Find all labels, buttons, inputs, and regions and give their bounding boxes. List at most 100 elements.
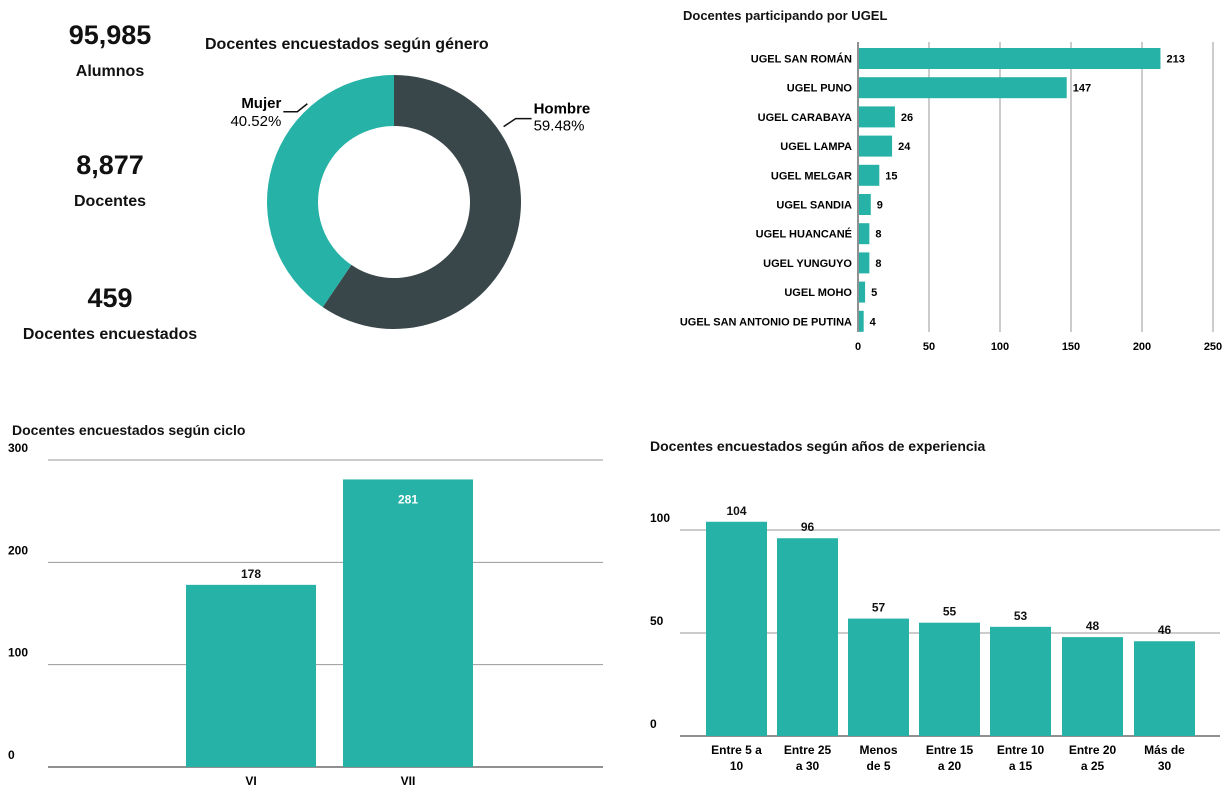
bar <box>859 164 880 186</box>
data-label: 53 <box>1014 609 1028 623</box>
data-label: 5 <box>871 287 877 299</box>
gender-chart-title: Docentes encuestados según género <box>205 36 489 53</box>
category-label: Entre 5 a <box>711 743 762 757</box>
x-tick-label: 50 <box>923 341 935 353</box>
category-label: VI <box>245 774 256 788</box>
ciclo-chart-title: Docentes encuestados según ciclo <box>12 422 246 438</box>
label-leader-hombre <box>503 117 532 128</box>
data-label: 104 <box>726 504 746 518</box>
bar <box>859 135 893 157</box>
data-label: 15 <box>885 170 897 182</box>
kpi-label: Docentes <box>73 193 147 210</box>
kpi-docentes-encuestados: 459 Docentes encuestados <box>0 283 220 344</box>
data-label: 178 <box>241 567 261 581</box>
category-label: 10 <box>730 759 744 773</box>
category-label: Más de <box>1144 743 1185 757</box>
data-label: 48 <box>1086 619 1100 633</box>
data-label: 26 <box>901 112 913 124</box>
category-label: UGEL CARABAYA <box>758 112 852 124</box>
donut-slice-hombre <box>322 75 521 329</box>
category-label: UGEL SAN ANTONIO DE PUTINA <box>680 316 852 328</box>
slice-label-mujer: Mujer <box>241 95 281 112</box>
category-label: UGEL MELGAR <box>771 170 852 182</box>
bar <box>848 618 909 736</box>
bar <box>777 538 838 736</box>
kpi-value: 459 <box>87 283 133 313</box>
data-label: 281 <box>398 492 418 506</box>
x-tick-label: 100 <box>991 341 1009 353</box>
y-tick-label: 100 <box>8 646 28 660</box>
kpi-value: 95,985 <box>68 20 152 50</box>
x-tick-label: 200 <box>1133 341 1151 353</box>
category-label: UGEL YUNGUYO <box>763 258 852 270</box>
category-label: UGEL MOHO <box>784 287 852 299</box>
slice-value-hombre: 59.48% <box>534 118 585 135</box>
slice-label-hombre: Hombre <box>534 101 591 118</box>
data-label: 96 <box>801 520 815 534</box>
y-tick-label: 0 <box>8 748 15 762</box>
y-tick-label: 100 <box>650 511 670 525</box>
category-label: a 15 <box>1009 759 1033 773</box>
category-label: Entre 25 <box>784 743 832 757</box>
data-label: 57 <box>872 601 886 615</box>
x-tick-label: 250 <box>1204 341 1222 353</box>
category-label: UGEL PUNO <box>787 83 853 95</box>
category-label: a 25 <box>1081 759 1105 773</box>
category-label: VII <box>401 774 416 788</box>
category-label: Entre 10 <box>997 743 1045 757</box>
bar <box>859 106 895 128</box>
category-label: a 30 <box>796 759 820 773</box>
experiencia-bar-chart: 0 50 100 104 Entre 5 a 10 96 Entre 25 a 30 57 Meno… <box>650 504 1220 773</box>
bar <box>343 479 473 767</box>
bar <box>990 626 1051 736</box>
data-label: 46 <box>1158 623 1172 637</box>
bar <box>919 622 980 736</box>
bar <box>706 521 767 736</box>
ugel-bar-chart: 0 50 100 150 200 250 UGEL SAN ROMÁN 213 UGEL PUN… <box>680 42 1222 353</box>
data-label: 213 <box>1166 54 1184 66</box>
bar <box>186 584 316 767</box>
category-label: de 5 <box>866 759 890 773</box>
category-label: UGEL SAN ROMÁN <box>751 53 852 66</box>
y-tick-label: 0 <box>650 717 657 731</box>
data-label: 9 <box>877 200 883 212</box>
kpi-value: 8,877 <box>76 150 144 180</box>
y-tick-label: 50 <box>650 614 664 628</box>
x-tick-label: 150 <box>1062 341 1080 353</box>
data-label: 8 <box>875 258 881 270</box>
category-label: Entre 20 <box>1069 743 1117 757</box>
data-label: 147 <box>1073 83 1091 95</box>
category-label: Entre 15 <box>926 743 974 757</box>
data-label: 8 <box>875 229 881 241</box>
bar <box>859 223 870 245</box>
bar <box>859 77 1067 99</box>
x-tick-label: 0 <box>855 341 861 353</box>
ugel-chart-title: Docentes participando por UGEL <box>683 8 888 23</box>
y-tick-label: 200 <box>8 543 28 557</box>
category-label: UGEL HUANCANÉ <box>756 228 852 241</box>
category-label: Menos <box>859 743 897 757</box>
category-label: 30 <box>1158 759 1172 773</box>
bar <box>859 281 866 303</box>
bar <box>859 194 871 215</box>
category-label: UGEL SANDIA <box>776 200 852 212</box>
kpi-label: Docentes encuestados <box>22 326 198 343</box>
donut-slice-mujer <box>267 74 394 308</box>
kpi-alumnos: 95,985 Alumnos <box>30 20 190 81</box>
bar <box>859 48 1161 69</box>
bar <box>1062 637 1123 736</box>
ciclo-bar-chart: 0 100 200 300 178 VI 281 VII <box>8 441 603 788</box>
data-label: 4 <box>870 316 877 328</box>
bar <box>1134 641 1195 736</box>
category-label: a 20 <box>938 759 962 773</box>
bar <box>859 252 870 274</box>
slice-value-mujer: 40.52% <box>230 113 281 130</box>
kpi-docentes: 8,877 Docentes <box>30 150 190 211</box>
data-label: 24 <box>898 141 911 153</box>
category-label: UGEL LAMPA <box>780 141 852 153</box>
experiencia-chart-title: Docentes encuestados según años de exper… <box>650 438 986 454</box>
label-leader-mujer <box>283 103 308 113</box>
data-label: 55 <box>943 605 957 619</box>
bar <box>859 310 864 332</box>
